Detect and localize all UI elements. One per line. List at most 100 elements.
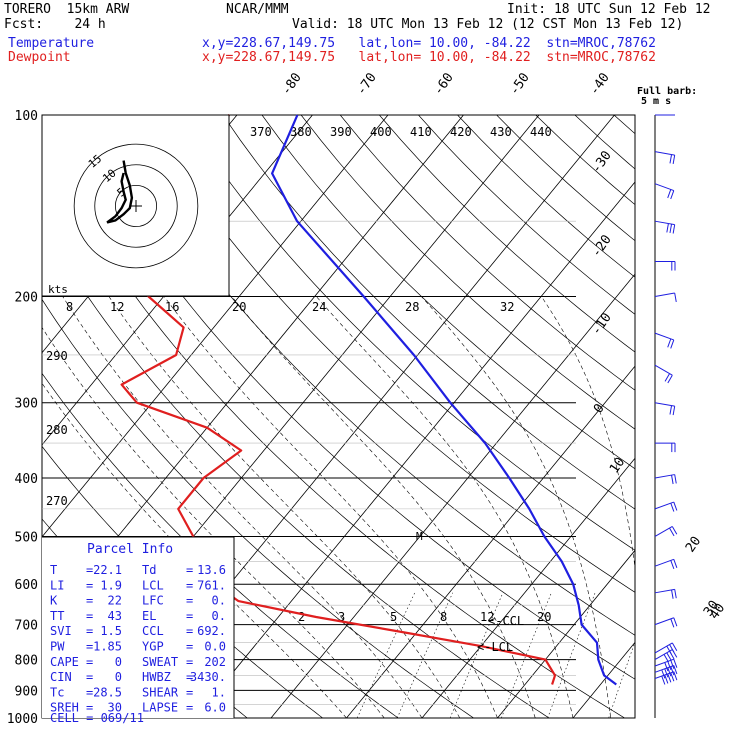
isotherm-line bbox=[421, 457, 635, 718]
wind-barb-flag bbox=[664, 373, 670, 382]
pressure-tick-label: 300 bbox=[15, 397, 38, 412]
mixing-ratio-label: 3 bbox=[338, 610, 345, 624]
parcel-value: 1.5 bbox=[100, 624, 122, 638]
isotherm-line bbox=[195, 181, 635, 718]
mixing-ratio-label: 20 bbox=[537, 610, 551, 624]
mixing-ratio-line bbox=[608, 641, 635, 718]
isotherm-line bbox=[0, 115, 10, 718]
wind-barb-flag bbox=[667, 189, 672, 199]
parcel-value: 0.0 bbox=[204, 640, 226, 654]
parcel-key: SHEAR bbox=[142, 685, 179, 699]
dry-adiabat bbox=[496, 115, 635, 242]
legend-temperature: Temperature bbox=[8, 36, 95, 51]
isotherm-line bbox=[42, 115, 313, 446]
theta-e-label: 8 bbox=[66, 300, 73, 314]
dry-adiabat bbox=[535, 115, 635, 206]
wind-barb-flag bbox=[670, 502, 675, 512]
pressure-tick-label: 200 bbox=[15, 291, 38, 306]
wind-scale-units: 5 m s bbox=[641, 96, 671, 107]
theta-e-label: 20 bbox=[232, 300, 246, 314]
wind-barb-flag bbox=[670, 339, 675, 349]
wind-barb-flag bbox=[671, 589, 674, 599]
parcel-key: K bbox=[50, 594, 58, 608]
forecast-hour: Fcst: 24 h bbox=[4, 17, 106, 32]
wind-barb-flag bbox=[670, 618, 675, 628]
isotherm-line bbox=[42, 115, 389, 538]
theta-label: 380 bbox=[290, 125, 312, 139]
parcel-eq: = bbox=[86, 640, 93, 654]
level-marker: M bbox=[416, 530, 423, 543]
wind-barb bbox=[654, 501, 674, 510]
hodograph-trace bbox=[106, 160, 134, 224]
theta-left-label: 290 bbox=[46, 349, 68, 363]
parcel-value: 0. bbox=[212, 609, 226, 623]
theta-label: 430 bbox=[490, 125, 512, 139]
wind-barb-flag bbox=[673, 665, 678, 675]
pressure-tick-label: 500 bbox=[15, 530, 38, 545]
dry-adiabat bbox=[222, 115, 635, 510]
wind-barb-flag bbox=[672, 154, 676, 165]
dry-adiabat bbox=[379, 115, 635, 353]
parcel-value: 0 bbox=[115, 655, 122, 669]
hodograph-ring bbox=[114, 184, 158, 228]
parcel-value: 1.9 bbox=[100, 578, 122, 592]
parcel-eq: = bbox=[86, 594, 93, 608]
parcel-value: 0 bbox=[115, 670, 122, 684]
isotherm-label: -30 bbox=[589, 148, 615, 176]
moist-adiabat bbox=[421, 296, 612, 718]
wind-barb bbox=[654, 558, 674, 567]
valid-time: Valid: 18 UTC Mon 13 Feb 12 (12 CST Mon … bbox=[292, 17, 684, 32]
mixing-ratio-label: 2 bbox=[298, 610, 305, 624]
lcl-marker: <-LCL bbox=[477, 640, 513, 654]
parcel-value: 28.5 bbox=[93, 685, 122, 699]
parcel-key: CIN bbox=[50, 670, 72, 684]
dry-adiabat bbox=[574, 115, 635, 170]
parcel-eq: = bbox=[186, 609, 193, 623]
wind-barb-flag bbox=[673, 617, 678, 627]
wind-barb bbox=[654, 665, 674, 673]
wind-barb-flag bbox=[669, 527, 675, 537]
wind-barb-flag bbox=[674, 589, 677, 599]
theta-e-label: 28 bbox=[405, 300, 419, 314]
parcel-key: TT bbox=[50, 609, 64, 623]
parcel-key: SVI bbox=[50, 624, 72, 638]
parcel-key: LAPSE bbox=[142, 701, 178, 715]
parcel-eq: = bbox=[186, 578, 193, 592]
wind-barb-flag bbox=[664, 674, 669, 684]
wind-barb-flag bbox=[667, 661, 672, 671]
isotherm-label: 10 bbox=[607, 455, 628, 476]
theta-label: 390 bbox=[330, 125, 352, 139]
parcel-eq: = bbox=[186, 594, 193, 608]
isotherm-label: -60 bbox=[431, 70, 457, 98]
wind-barb-flag bbox=[669, 224, 673, 234]
parcel-key: Td bbox=[142, 563, 156, 577]
parcel-key: T bbox=[50, 563, 57, 577]
wind-barb-flag bbox=[666, 223, 669, 233]
parcel-title: Parcel Info bbox=[87, 542, 173, 557]
isotherm-label: -20 bbox=[589, 232, 615, 260]
wind-barb-flag bbox=[670, 666, 675, 676]
wind-barb-flag bbox=[669, 650, 675, 660]
pressure-tick-label: 700 bbox=[15, 619, 38, 634]
parcel-key: CAPE bbox=[50, 655, 79, 669]
parcel-value: 13.6 bbox=[197, 563, 226, 577]
wind-barb-flag bbox=[670, 560, 675, 570]
dewpoint-location: x,y=228.67,149.75 lat,lon= 10.00, -84.22… bbox=[202, 50, 656, 65]
parcel-eq: = bbox=[186, 701, 193, 715]
wind-scale-label: Full barb: bbox=[637, 86, 697, 97]
parcel-key: Tc bbox=[50, 685, 64, 699]
dry-adiabat bbox=[613, 115, 635, 135]
wind-barb-flag bbox=[671, 526, 678, 535]
init-time: Init: 18 UTC Sun 12 Feb 12 bbox=[507, 2, 711, 17]
wind-barb-flag bbox=[674, 474, 677, 484]
wind-barb-flag bbox=[666, 652, 672, 661]
parcel-key: PW bbox=[50, 640, 65, 654]
wind-barb-flag bbox=[667, 338, 672, 348]
parcel-value: 761. bbox=[197, 578, 226, 592]
parcel-eq: = bbox=[86, 670, 93, 684]
wind-barb-flag bbox=[670, 660, 675, 669]
wind-barb bbox=[654, 658, 674, 667]
theta-e-label: 16 bbox=[165, 300, 179, 314]
pressure-tick-label: 1000 bbox=[7, 712, 38, 727]
dry-adiabat bbox=[653, 115, 740, 718]
